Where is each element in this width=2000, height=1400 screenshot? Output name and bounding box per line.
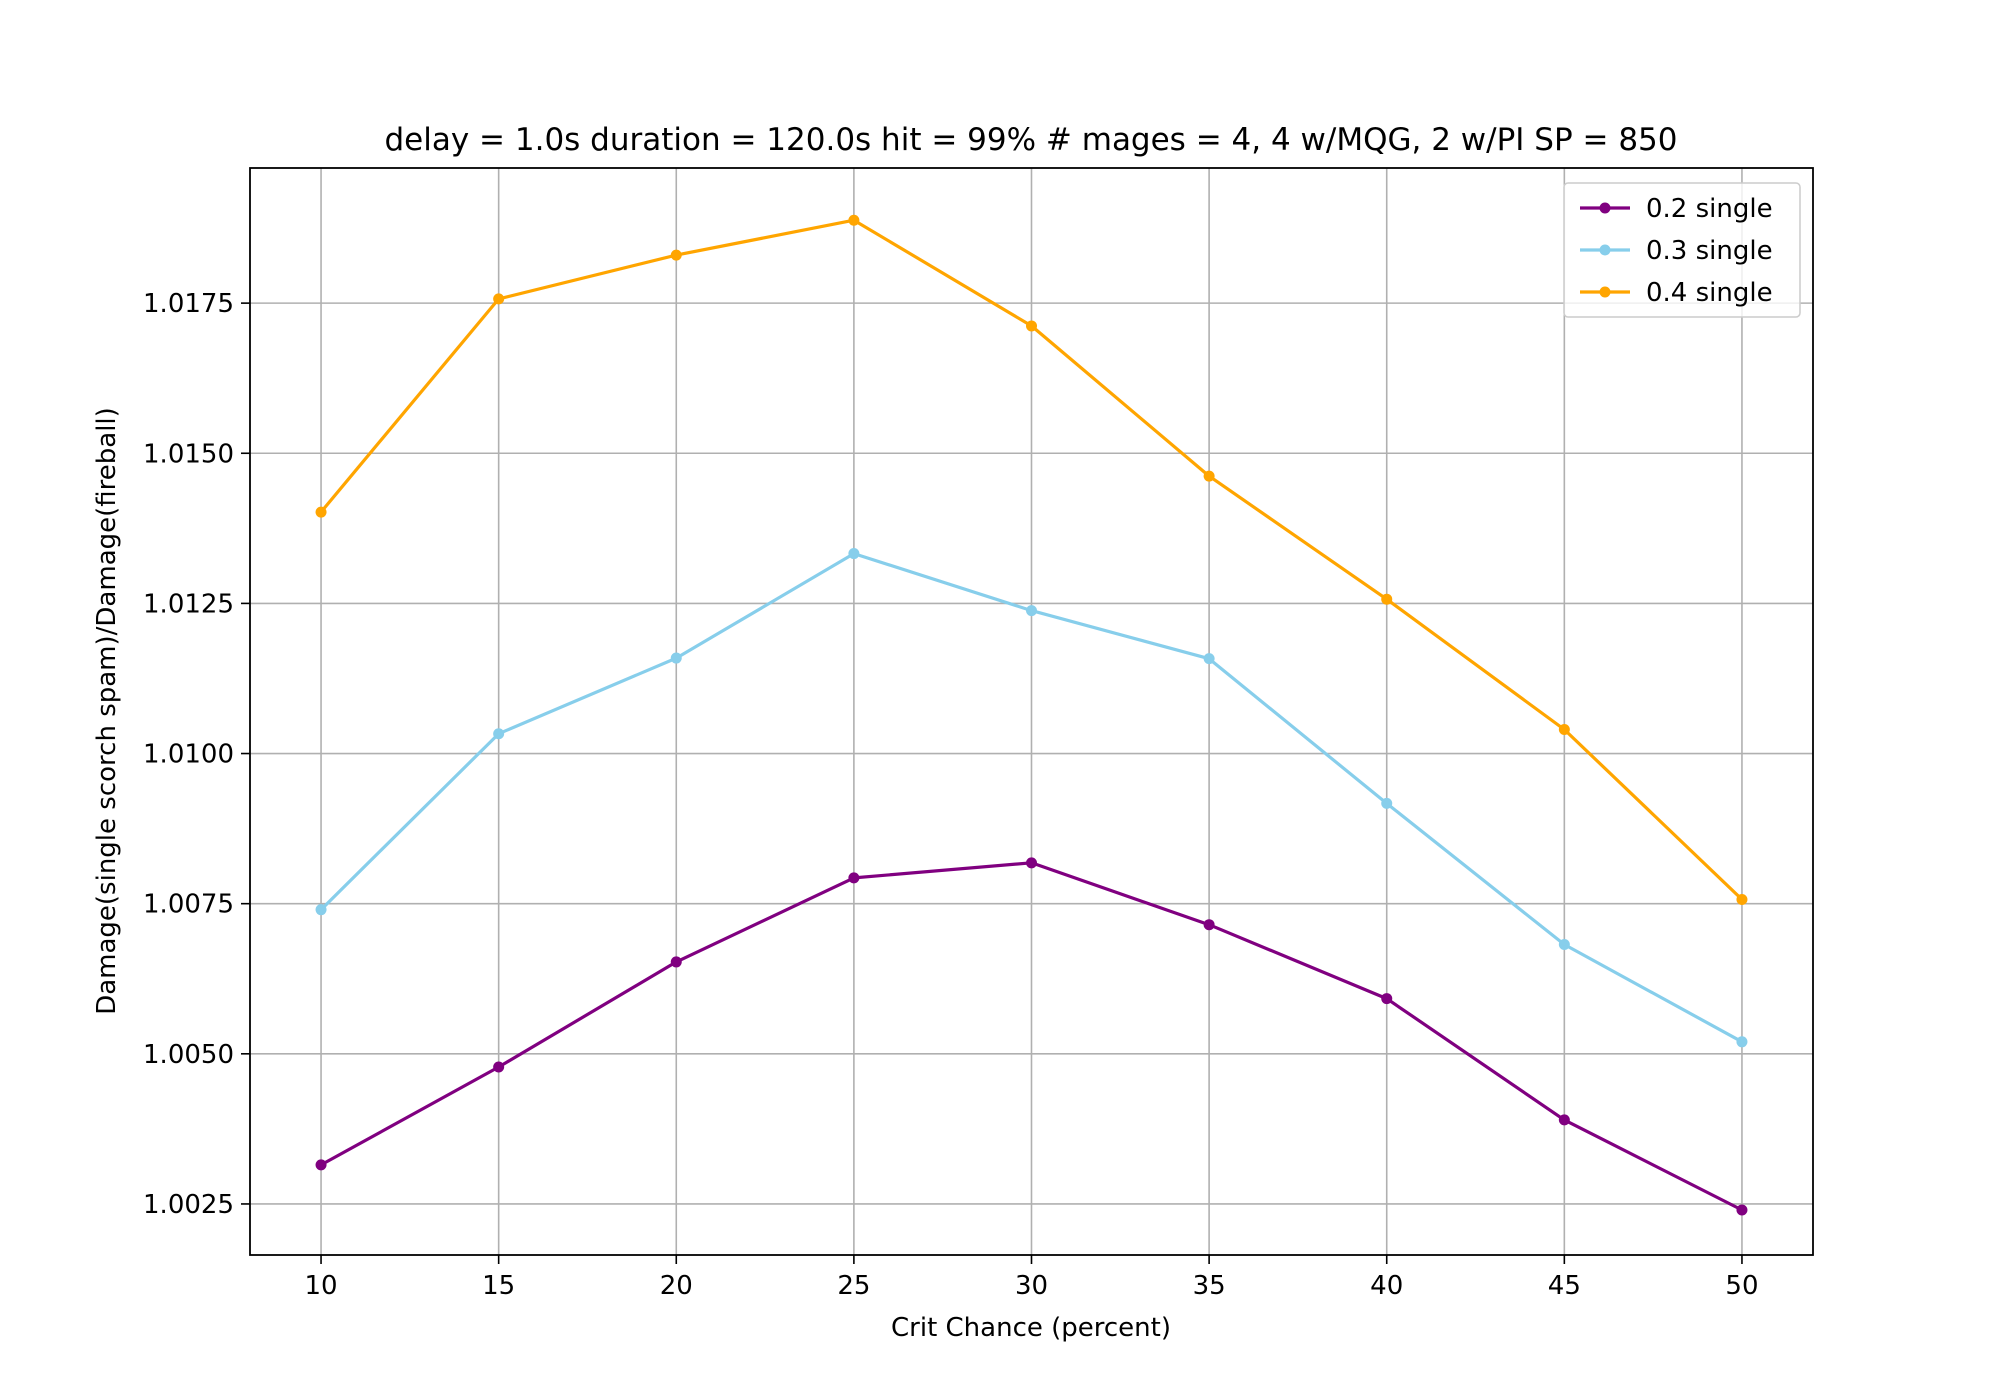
legend-box [1563,182,1801,318]
x-tick-label: 20 [660,1271,693,1301]
data-point [1026,857,1037,869]
y-tick-label: 1.0050 [143,1040,234,1070]
legend-entry: 0.3 single [1580,236,1773,266]
x-axis: 10 15 20 25 30 35 40 45 50 [304,1255,1759,1301]
y-tick-label: 1.0075 [143,890,234,920]
x-tick-label: 50 [1725,1271,1758,1301]
data-point [1736,893,1748,905]
x-tick-label: 10 [304,1271,337,1301]
legend-entry: 0.2 single [1580,194,1773,224]
data-point [1558,1114,1570,1126]
data-point [848,214,860,226]
y-tick-label: 1.0125 [143,589,234,619]
x-tick-label: 30 [1015,1271,1048,1301]
series-layer [315,214,1748,1216]
y-axis: 1.0025 1.0050 1.0075 1.0100 1.0125 1.0150 1.01… [143,289,250,1220]
series-0 [315,857,1748,1216]
legend-entry: 0.4 single [1580,278,1773,308]
data-point [1026,605,1037,617]
data-point [1558,939,1570,951]
data-point [1558,724,1570,736]
y-tick-label: 1.0150 [143,439,234,469]
legend-swatch-marker [1599,202,1611,214]
series-1 [315,548,1748,1048]
x-tick-label: 40 [1370,1271,1403,1301]
data-point [1026,320,1037,332]
data-point [1381,797,1393,809]
data-point [1381,993,1393,1005]
data-point [670,249,682,261]
data-point [1203,653,1215,665]
grid [250,168,1813,1255]
data-point [1203,470,1215,482]
data-point [1736,1036,1748,1048]
y-axis-label: Damage(single scorch spam)/Damage(fireba… [92,407,122,1015]
x-tick-label: 15 [482,1271,515,1301]
data-point [315,904,327,916]
y-tick-label: 1.0100 [143,740,234,770]
legend-label: 0.2 single [1646,194,1773,224]
data-point [493,1061,505,1073]
data-point [848,872,860,884]
data-point [670,652,682,664]
legend-label: 0.4 single [1646,278,1773,308]
data-point [848,548,860,560]
legend-swatch-marker [1599,286,1611,298]
data-point [1736,1204,1748,1216]
series-2 [315,214,1748,905]
x-tick-label: 45 [1548,1271,1581,1301]
data-point [493,293,505,305]
chart-title: delay = 1.0s duration = 120.0s hit = 99%… [384,122,1677,158]
legend-label: 0.3 single [1646,236,1773,266]
y-tick-label: 1.0175 [143,289,234,319]
data-point [315,1159,327,1171]
data-point [1203,919,1215,931]
x-axis-label: Crit Chance (percent) [891,1313,1171,1343]
y-tick-label: 1.0025 [143,1190,234,1220]
data-point [1381,593,1393,605]
legend: 0.2 single 0.3 single 0.4 single [1563,182,1801,318]
x-tick-label: 25 [837,1271,870,1301]
data-point [315,506,327,518]
x-tick-label: 35 [1193,1271,1226,1301]
legend-swatch-marker [1599,244,1611,256]
data-point [670,956,682,968]
data-point [493,728,505,740]
